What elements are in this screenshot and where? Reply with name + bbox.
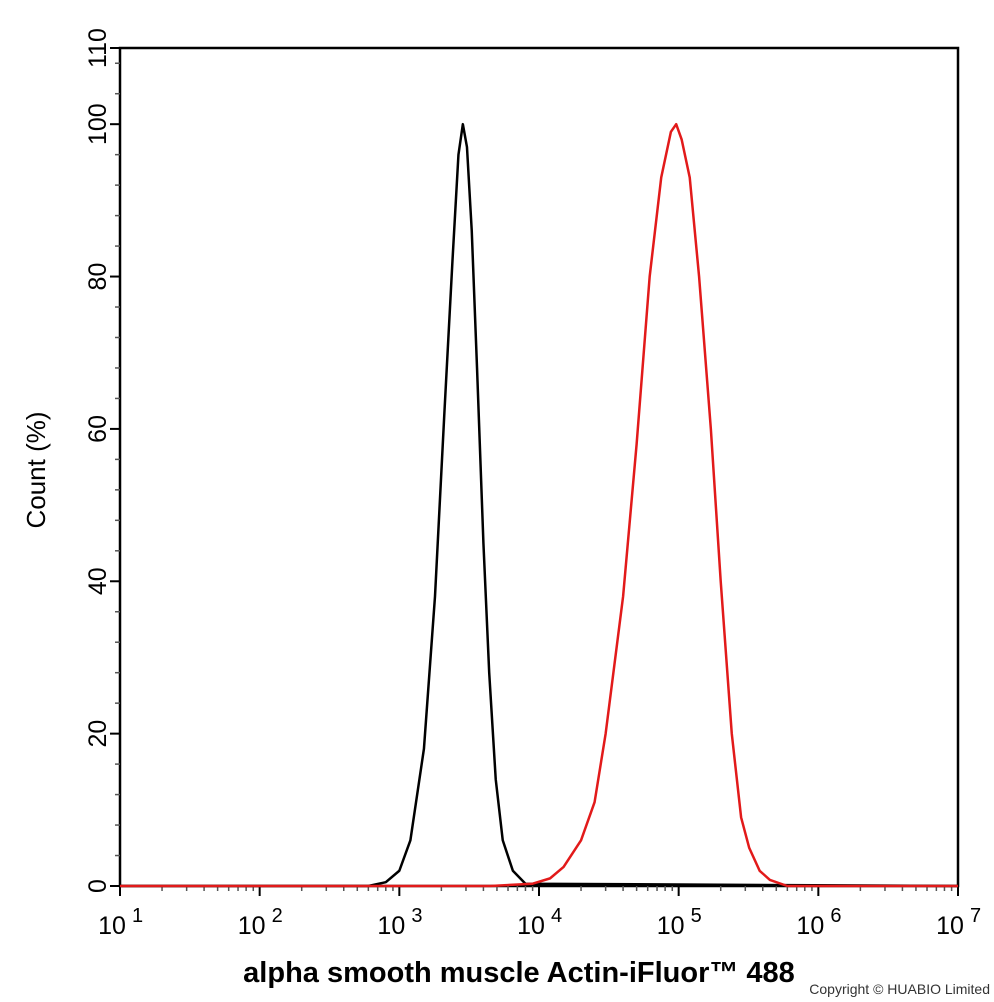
x-tick-exponent: 4 (551, 905, 562, 927)
series-group (120, 122, 959, 888)
x-tick-exponent: 3 (411, 905, 422, 927)
x-tick-exponent: 1 (132, 905, 143, 927)
x-tick-label: 10 (796, 912, 824, 940)
x-tick-exponent: 2 (272, 905, 283, 927)
plot-frame (118, 46, 960, 888)
y-tick-label: 40 (84, 567, 112, 595)
x-tick-exponent: 7 (970, 905, 981, 927)
x-tick-label: 10 (238, 912, 266, 940)
y-tick-label: 20 (84, 720, 112, 748)
y-tick-label: 110 (84, 28, 112, 68)
x-tick-label: 10 (517, 912, 545, 940)
series-line-1 (120, 122, 959, 888)
y-tick-label: 60 (84, 415, 112, 443)
axis-labels: alpha smooth muscle Actin-iFluor™ 488 Cou… (21, 411, 795, 989)
x-tick-label: 10 (377, 912, 405, 940)
series-line-2 (120, 122, 958, 888)
x-tick-label: 10 (936, 912, 964, 940)
x-tick-exponent: 6 (830, 905, 841, 927)
y-axis-label: Count (%) (21, 411, 51, 528)
y-tick-label: 0 (84, 879, 112, 893)
copyright-notice: Copyright © HUABIO Limited (809, 981, 990, 997)
x-tick-label: 10 (98, 912, 126, 940)
y-tick-label: 80 (84, 263, 112, 291)
x-tick-label: 10 (657, 912, 685, 940)
x-tick-exponent: 5 (691, 905, 702, 927)
x-axis-label: alpha smooth muscle Actin-iFluor™ 488 (243, 957, 795, 989)
y-tick-label: 100 (84, 103, 112, 145)
